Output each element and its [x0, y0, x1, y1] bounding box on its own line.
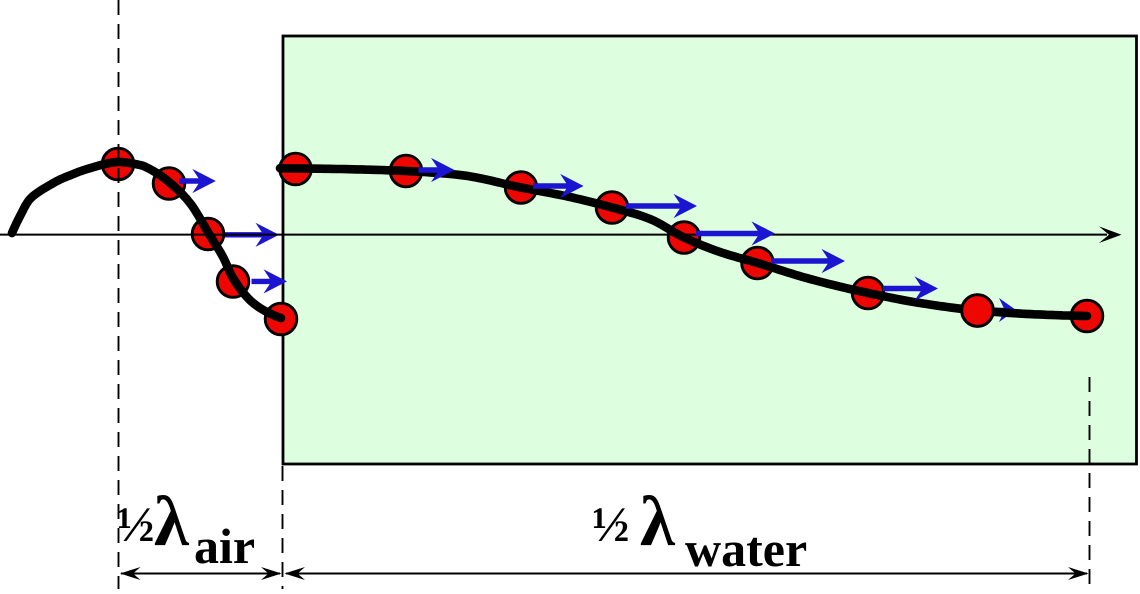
svg-text:water: water	[685, 521, 807, 577]
svg-text:air: air	[194, 518, 255, 574]
svg-text:λ: λ	[640, 483, 676, 561]
svg-text:½: ½	[117, 496, 155, 552]
svg-text:½: ½	[592, 496, 630, 552]
svg-text:λ: λ	[154, 483, 190, 561]
